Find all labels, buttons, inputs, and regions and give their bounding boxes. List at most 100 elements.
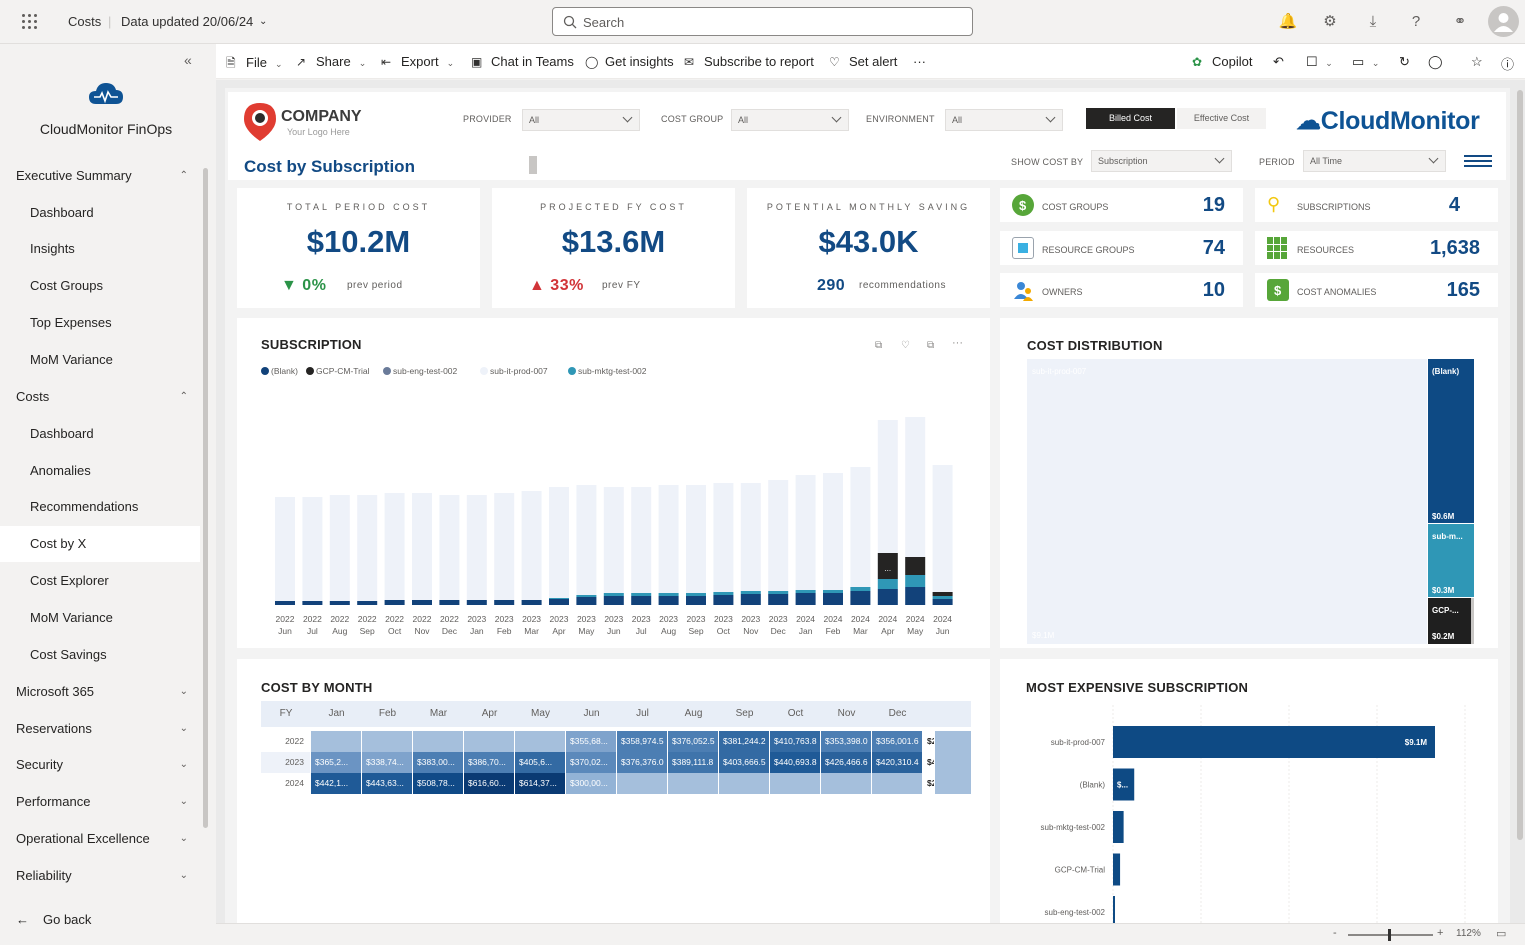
matrix-column-header[interactable]: Jun (583, 708, 600, 719)
more-options-button[interactable]: ··· (913, 54, 926, 69)
tile-resources[interactable]: RESOURCES 1,638 (1255, 231, 1498, 265)
matrix-cell[interactable]: $443,63... (362, 773, 413, 794)
sidebar-scrollbar[interactable] (203, 168, 208, 828)
matrix-cell[interactable]: $355,68... (566, 731, 617, 752)
matrix-column-header[interactable]: Mar (429, 708, 448, 719)
matrix-cell[interactable]: $614,37... (515, 773, 566, 794)
matrix-cell[interactable]: $2 (923, 773, 935, 794)
share-people-icon[interactable]: ⚭ (1453, 13, 1467, 30)
share-menu[interactable]: ↗ Share ⌄ (296, 54, 367, 69)
treemap-cell-blank[interactable]: (Blank) $0.6M (1428, 359, 1474, 523)
matrix-column-header[interactable]: Sep (735, 708, 754, 719)
matrix-cell[interactable] (668, 773, 719, 794)
matrix-cell[interactable]: $508,78... (413, 773, 464, 794)
matrix-column-header[interactable]: Nov (837, 708, 856, 719)
matrix-column-header[interactable]: Apr (481, 708, 498, 719)
matrix-cell[interactable] (464, 731, 515, 752)
matrix-cell[interactable]: $386,70... (464, 752, 515, 773)
favorite-icon[interactable]: ☆ (1471, 54, 1483, 69)
nav-section-reliability[interactable]: Reliability ⌄ (0, 858, 200, 894)
matrix-cell[interactable]: $376,052.5 (668, 731, 719, 752)
matrix-cell[interactable]: $2 (923, 731, 935, 752)
tile-resource-groups[interactable]: RESOURCE GROUPS 74 (1000, 231, 1243, 265)
download-icon[interactable]: ⤓ (1369, 13, 1377, 30)
billed-cost-toggle[interactable]: Billed Cost (1086, 108, 1175, 129)
more-options-icon[interactable]: ··· (952, 337, 963, 349)
canvas-scrollbar[interactable] (1517, 90, 1523, 840)
environment-dropdown[interactable]: All (945, 109, 1063, 131)
matrix-column-header[interactable]: Feb (378, 708, 397, 719)
matrix-cell[interactable]: $365,2... (311, 752, 362, 773)
matrix-cell[interactable]: $383,00... (413, 752, 464, 773)
matrix-cell[interactable]: $338,74... (362, 752, 413, 773)
treemap-cell-sub-mktg[interactable]: sub-m... $0.3M (1428, 524, 1474, 597)
matrix-column-header[interactable]: Jul (636, 708, 649, 719)
focus-mode-icon[interactable]: ⧉ (927, 340, 935, 351)
matrix-cell[interactable]: $405,6... (515, 752, 566, 773)
undo-icon[interactable]: ↶ (1273, 54, 1284, 69)
matrix-cell[interactable]: $426,466.6 (821, 752, 872, 773)
matrix-cell[interactable]: $376,376.0 (617, 752, 668, 773)
treemap-cell-gcp[interactable]: GCP-... $0.2M (1428, 598, 1474, 644)
matrix-cell[interactable]: $410,763.8 (770, 731, 821, 752)
matrix-cell[interactable]: $300,00... (566, 773, 617, 794)
effective-cost-toggle[interactable]: Effective Cost (1177, 108, 1266, 129)
info-icon[interactable]: ⓘ (1501, 57, 1515, 72)
matrix-cell[interactable] (311, 731, 362, 752)
nav-item-top-expenses[interactable]: Top Expenses (30, 315, 112, 330)
matrix-column-header[interactable]: FY (279, 708, 293, 719)
get-insights-button[interactable]: ◯ Get insights (585, 54, 674, 69)
nav-item-cost-groups[interactable]: Cost Groups (30, 278, 103, 293)
nav-section-executive-summary[interactable]: Executive Summary ⌃ (0, 158, 200, 194)
matrix-cell[interactable]: $389,111.8 (668, 752, 719, 773)
nav-item-insights[interactable]: Insights (30, 241, 75, 256)
legend-item[interactable]: sub-it-prod-007 (480, 366, 548, 376)
matrix-column-header[interactable]: Dec (888, 708, 907, 719)
comment-icon[interactable]: ◯ (1428, 54, 1443, 69)
tile-subscriptions[interactable]: ⚲ SUBSCRIPTIONS 4 (1255, 188, 1498, 222)
export-menu[interactable]: ⇤ Export ⌄ (381, 54, 455, 69)
hamburger-menu-icon[interactable] (1464, 155, 1492, 167)
tile-cost-groups[interactable]: $ COST GROUPS 19 (1000, 188, 1243, 222)
data-updated-label[interactable]: Data updated 20/06/24 (121, 14, 254, 29)
nav-section-performance[interactable]: Performance ⌄ (0, 784, 200, 820)
search-input[interactable]: Search (552, 7, 973, 36)
matrix-row[interactable]: 2022 $355,68... $358,974.5 $376,052.5 $381,2… (261, 731, 971, 752)
nav-item-costs-mom-variance[interactable]: MoM Variance (30, 610, 113, 625)
app-launcher-icon[interactable] (22, 14, 38, 30)
matrix-column-header[interactable]: May (531, 708, 550, 719)
matrix-cell[interactable]: $420,310.4 (872, 752, 923, 773)
legend-item[interactable]: GCP-CM-Trial (306, 366, 370, 376)
matrix-cell[interactable]: $616,60... (464, 773, 515, 794)
matrix-row[interactable]: 2023 $365,2... $338,74... $383,00... $386,70… (261, 752, 971, 773)
gear-icon[interactable]: ⚙ (1323, 13, 1337, 30)
zoom-out-icon[interactable]: - (1333, 927, 1337, 939)
cost-group-dropdown[interactable]: All (731, 109, 849, 131)
nav-item-mom-variance[interactable]: MoM Variance (30, 352, 113, 367)
bell-icon[interactable]: ♡ (901, 340, 910, 351)
nav-section-microsoft-365[interactable]: Microsoft 365 ⌄ (0, 674, 200, 710)
nav-section-operational-excellence[interactable]: Operational Excellence ⌄ (0, 821, 200, 857)
fit-page-icon[interactable]: ▭ (1496, 928, 1507, 940)
matrix-cell[interactable]: $353,398.0 (821, 731, 872, 752)
period-dropdown[interactable]: All Time (1303, 150, 1446, 172)
matrix-cell[interactable]: $442,1... (311, 773, 362, 794)
matrix-cell[interactable]: $381,244.2 (719, 731, 770, 752)
chat-in-teams-button[interactable]: ▣ Chat in Teams (471, 54, 574, 69)
matrix-cell[interactable]: $403,666.5 (719, 752, 770, 773)
workspace-name[interactable]: Costs (68, 14, 102, 29)
nav-item-costs-dashboard[interactable]: Dashboard (30, 426, 94, 441)
copilot-button[interactable]: ✿ Copilot (1192, 54, 1253, 69)
copy-icon[interactable]: ⧉ (875, 340, 883, 351)
nav-item-anomalies[interactable]: Anomalies (30, 463, 91, 478)
nav-item-cost-by-x[interactable]: Cost by X (0, 526, 200, 562)
matrix-cell[interactable] (872, 773, 923, 794)
tile-owners[interactable]: OWNERS 10 (1000, 273, 1243, 307)
nav-section-costs[interactable]: Costs ⌃ (0, 379, 200, 415)
nav-section-security[interactable]: Security ⌄ (0, 747, 200, 783)
bookmark-icon[interactable]: ☐ ⌄ (1306, 54, 1333, 69)
nav-item-recommendations[interactable]: Recommendations (30, 499, 139, 514)
zoom-slider[interactable] (1348, 929, 1433, 941)
chevron-down-icon[interactable]: ⌄ (259, 16, 268, 27)
legend-item[interactable]: sub-eng-test-002 (383, 366, 457, 376)
